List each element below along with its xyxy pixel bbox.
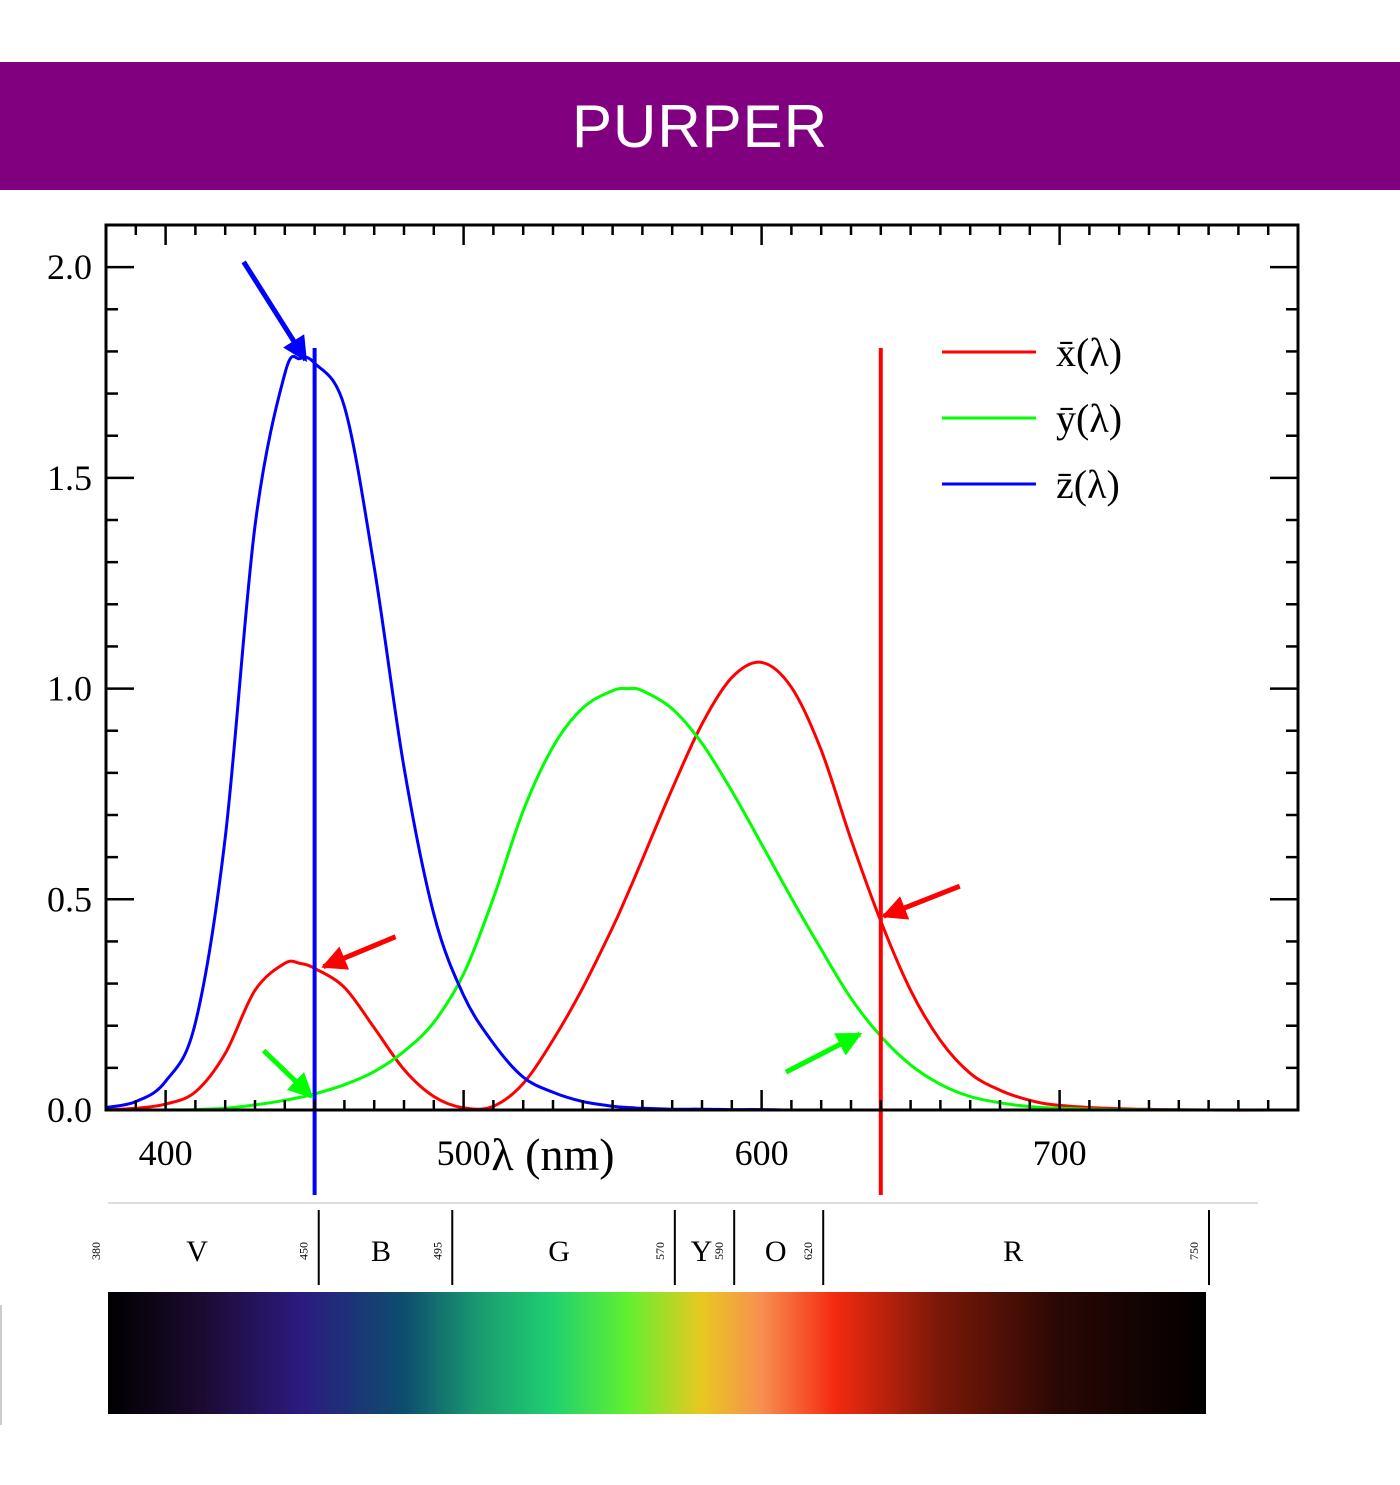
banner-title: PURPER [571,92,829,160]
legend-z-bar: z̄(λ) [942,462,1120,507]
legend-x-bar: x̄(λ) [942,330,1122,375]
y-tick-label: 0.5 [47,879,92,919]
x-tick-label: 600 [735,1133,789,1173]
band-boundary-620: 620 [801,1242,815,1260]
band-letter-G: G [548,1235,570,1268]
band-boundary-495: 495 [430,1242,444,1260]
spectrum-gradient-bar [108,1292,1206,1414]
marker-lines [312,348,883,1195]
band-boundary-570: 570 [653,1242,667,1260]
band-boundary-380: 380 [89,1242,103,1260]
y-tick-label: 2.0 [47,247,92,287]
series-line-y-bar [105,686,1299,1112]
annotation-arrow-1 [241,260,308,362]
x-tick-label: 700 [1033,1133,1087,1173]
band-boundary-450: 450 [297,1242,311,1260]
band-letter-O: O [765,1235,787,1268]
legend-label: ȳ(λ) [1056,396,1122,441]
band-letter-V: V [186,1235,208,1268]
annotation-arrow-4 [881,883,961,920]
x-tick-labels: 400 500 600 700 [139,1133,1087,1173]
series-line-x-bar [105,660,1299,1112]
band-letter-B: B [371,1235,391,1268]
band-boundary-750: 750 [1187,1242,1201,1260]
title-banner: PURPER [0,62,1400,190]
axis-ticks [104,223,1300,1112]
color-matching-chart: 0.0 0.5 1.0 1.5 2.0 400 500 600 700 λ (nm) x̄(λ… [47,223,1300,1195]
x-axis-title: λ (nm) [491,1129,614,1180]
annotation-arrow-3 [261,1048,314,1099]
y-tick-label: 1.0 [47,669,92,709]
visible-spectrum: 380 450 495 570 590 620 750 V B G Y O R [0,1202,1258,1425]
legend-label: x̄(λ) [1056,330,1122,375]
annotation-arrows [241,260,961,1099]
x-tick-label: 400 [139,1133,193,1173]
x-tick-label: 500 [437,1133,491,1173]
band-letter-Y: Y [691,1235,713,1268]
annotation-arrow-5 [784,1031,863,1075]
y-tick-labels: 0.0 0.5 1.0 1.5 2.0 [47,247,92,1130]
annotation-arrow-2 [321,934,397,970]
legend-y-bar: ȳ(λ) [942,396,1122,441]
y-tick-label: 0.0 [47,1090,92,1130]
y-tick-label: 1.5 [47,458,92,498]
spectrum-bands: 380 450 495 570 590 620 750 V B G Y O R [89,1210,1210,1285]
legend: x̄(λ) ȳ(λ) z̄(λ) [942,330,1122,507]
legend-label: z̄(λ) [1056,462,1120,507]
band-boundary-590: 590 [712,1242,726,1260]
band-letter-R: R [1003,1235,1023,1268]
